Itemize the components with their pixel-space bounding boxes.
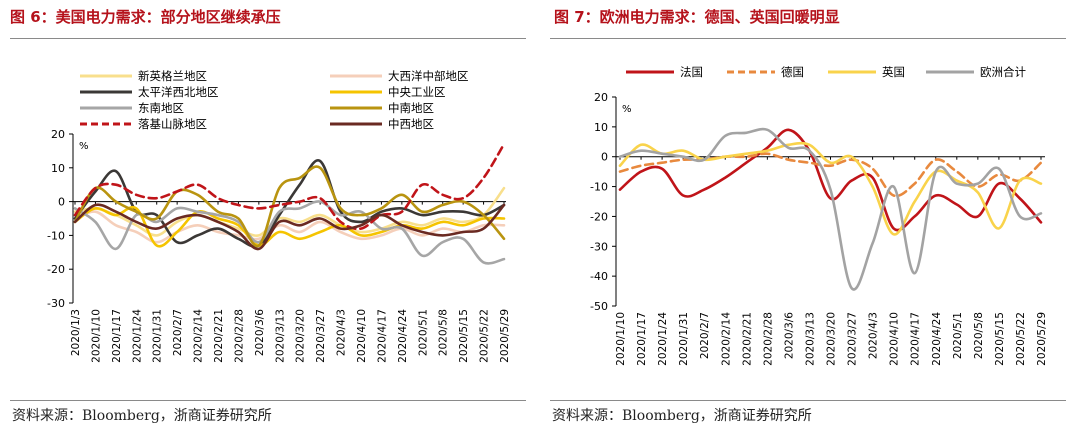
legend-label: 中央工业区 <box>388 85 446 99</box>
source-note: 资料来源：Bloomberg，浙商证券研究所 <box>12 408 272 424</box>
x-tick-label: 2020/1/3 <box>70 309 82 356</box>
x-tick-label: 2020/5/15 <box>994 312 1006 366</box>
legend-label: 落基山脉地区 <box>138 117 207 131</box>
source-rule <box>10 400 526 401</box>
europe-electricity-chart: 20 10 0 -10 -20 -30 -40 -50% 2020/1/10 2020/1/17 2… <box>590 65 1048 366</box>
x-tick-label: 2020/2/28 <box>762 312 774 366</box>
legend-label: 大西洋中部地区 <box>388 69 469 83</box>
x-tick-label: 2020/5/29 <box>1036 312 1048 366</box>
figure-title: 图 6：美国电力需求：部分地区继续承压 <box>10 8 281 26</box>
x-tick-label: 2020/1/17 <box>636 312 648 366</box>
y-tick-label: -30 <box>590 240 608 253</box>
y-tick-label: -30 <box>47 297 65 310</box>
x-tick-label: 2020/1/31 <box>152 309 164 363</box>
x-tick-label: 2020/3/6 <box>254 309 266 356</box>
unit-label: % <box>79 141 89 152</box>
series-line <box>73 142 506 231</box>
y-tick-label: 0 <box>601 151 608 164</box>
x-tick-label: 2020/2/14 <box>193 309 205 363</box>
x-tick-label: 2020/5/15 <box>458 309 470 363</box>
legend-label: 太平洋西北地区 <box>138 85 219 99</box>
legend-label: 东南地区 <box>138 101 184 115</box>
y-tick-label: -20 <box>590 210 608 223</box>
x-tick-label: 2020/5/22 <box>479 309 491 363</box>
legend-label: 欧洲合计 <box>980 65 1026 79</box>
x-tick-label: 2020/4/24 <box>397 309 409 363</box>
x-tick-label: 2020/4/10 <box>889 312 901 366</box>
y-tick-label: 20 <box>51 128 65 141</box>
legend-label: 英国 <box>882 65 905 79</box>
legend-label: 中南地区 <box>388 101 434 115</box>
x-tick-label: 2020/1/31 <box>678 312 690 366</box>
figure-title: 图 7：欧洲电力需求：德国、英国回暖明显 <box>554 8 840 26</box>
series-line <box>73 210 506 244</box>
x-tick-label: 2020/5/1 <box>417 309 429 356</box>
series-line <box>618 128 1043 232</box>
y-tick-label: -20 <box>47 263 65 276</box>
x-tick-label: 2020/5/8 <box>973 312 985 359</box>
x-tick-label: 2020/1/24 <box>657 312 669 366</box>
series-line <box>73 165 506 248</box>
x-tick-label: 2020/3/20 <box>826 312 838 366</box>
y-tick-label: -50 <box>590 300 608 313</box>
x-tick-label: 2020/2/7 <box>699 312 711 359</box>
x-tick-label: 2020/3/13 <box>804 312 816 366</box>
x-tick-label: 2020/4/3 <box>868 312 880 359</box>
legend-label: 法国 <box>680 65 703 79</box>
x-tick-label: 2020/4/24 <box>931 312 943 366</box>
x-tick-label: 2020/2/14 <box>720 312 732 366</box>
series-line <box>73 159 506 248</box>
legend-label: 中西地区 <box>388 117 434 131</box>
y-tick-label: 10 <box>594 121 608 134</box>
source-note: 资料来源：Bloomberg，浙商证券研究所 <box>552 408 812 424</box>
x-tick-label: 2020/2/28 <box>233 309 245 363</box>
series-line <box>618 141 1043 236</box>
x-tick-label: 2020/3/20 <box>295 309 307 363</box>
x-tick-label: 2020/5/29 <box>499 309 511 363</box>
x-tick-label: 2020/3/27 <box>315 309 327 363</box>
x-tick-label: 2020/5/1 <box>952 312 964 359</box>
title-rule <box>10 38 526 39</box>
y-tick-label: 10 <box>51 162 65 175</box>
x-tick-label: 2020/5/22 <box>1015 312 1027 366</box>
x-tick-label: 2020/4/3 <box>336 309 348 356</box>
series-line <box>73 203 506 251</box>
x-tick-label: 2020/1/10 <box>615 312 627 366</box>
legend-label: 新英格兰地区 <box>138 69 207 83</box>
legend-label: 德国 <box>781 65 804 79</box>
x-tick-label: 2020/2/21 <box>213 309 225 363</box>
x-tick-label: 2020/1/24 <box>131 309 143 363</box>
x-tick-label: 2020/5/8 <box>438 309 450 356</box>
series-line <box>73 186 506 237</box>
chart-panel-europe: 图 7：欧洲电力需求：德国、英国回暖明显 20 10 0 -10 -20 -30 -40 -5… <box>540 0 1080 434</box>
y-tick-label: -10 <box>47 229 65 242</box>
x-tick-label: 2020/3/13 <box>274 309 286 363</box>
title-rule <box>550 38 1066 39</box>
x-tick-label: 2020/4/10 <box>356 309 368 363</box>
y-tick-label: -40 <box>590 270 608 283</box>
x-tick-label: 2020/4/17 <box>376 309 388 363</box>
x-tick-label: 2020/1/10 <box>90 309 102 363</box>
unit-label: % <box>622 104 632 115</box>
source-rule <box>550 400 1066 401</box>
x-tick-label: 2020/1/17 <box>111 309 123 363</box>
y-tick-label: 0 <box>58 196 65 209</box>
x-tick-label: 2020/3/6 <box>783 312 795 359</box>
x-tick-label: 2020/3/27 <box>847 312 859 366</box>
us-electricity-chart: 20 10 0 -10 -20 -30% 2020/1/3 2020/1/10 2020/1/1… <box>47 69 511 363</box>
x-tick-label: 2020/4/17 <box>910 312 922 366</box>
x-tick-label: 2020/2/21 <box>741 312 753 366</box>
y-tick-label: 20 <box>594 91 608 104</box>
chart-panel-us: 图 6：美国电力需求：部分地区继续承压 20 10 0 -10 -20 -30% 2020/… <box>10 8 526 424</box>
y-tick-label: -10 <box>590 181 608 194</box>
series-line <box>618 127 1043 291</box>
x-tick-label: 2020/2/7 <box>172 309 184 356</box>
